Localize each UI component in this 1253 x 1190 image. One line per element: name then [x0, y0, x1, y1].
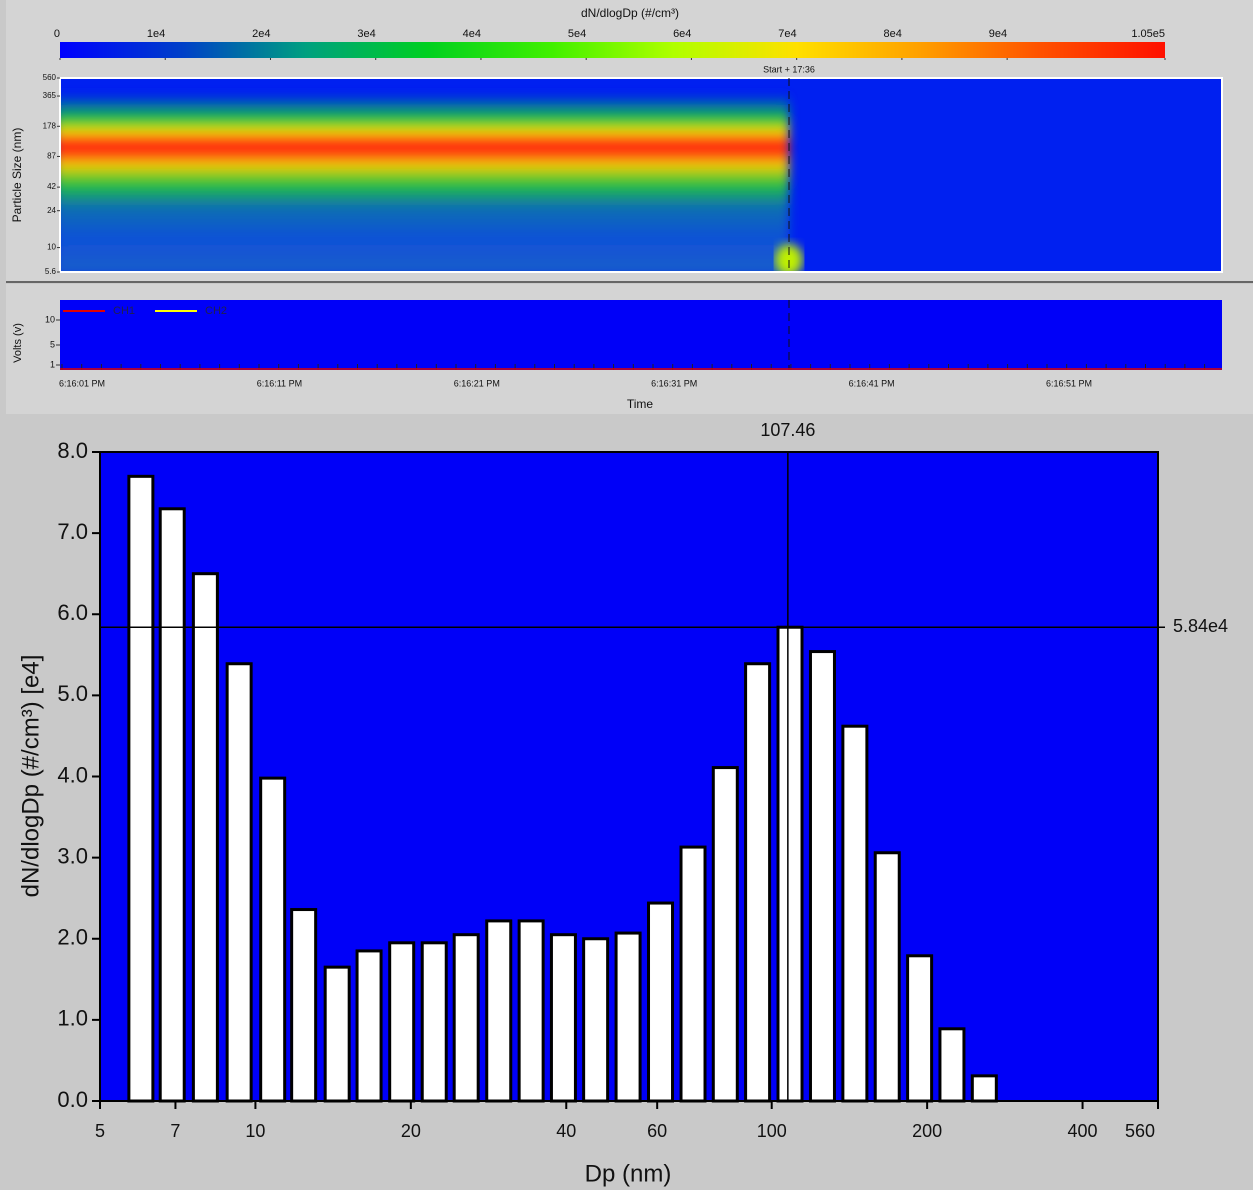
- y-axis-title: Volts (v): [12, 323, 24, 363]
- y-tick-label: 1: [50, 359, 55, 369]
- y-axis-title: dN/dlogDp (#/cm³) [e4]: [17, 655, 44, 898]
- cursor-y-label: 5.84e4: [1173, 616, 1228, 636]
- heatmap-frame: [59, 77, 1223, 273]
- y-tick-label: 10: [45, 314, 55, 324]
- bar: [517, 919, 545, 1103]
- bar: [679, 845, 707, 1103]
- heatmap-blob: [775, 244, 803, 272]
- bar: [808, 650, 836, 1103]
- bars: [127, 474, 998, 1103]
- y-tick-label: 1.0: [57, 1006, 88, 1031]
- colorbar-tick-label: 7e4: [778, 28, 796, 40]
- colorbar-tick-label: 1.05e5: [1131, 28, 1165, 40]
- bar: [906, 954, 934, 1103]
- x-tick-label: 6:16:31 PM: [651, 378, 697, 388]
- bar: [127, 474, 155, 1103]
- y-tick-label: 6.0: [57, 600, 88, 625]
- heatmap-band: [60, 95, 789, 272]
- bar: [191, 572, 219, 1103]
- y-tick-label: 87: [47, 152, 56, 161]
- bar: [388, 941, 416, 1103]
- heatmap: [60, 78, 1222, 272]
- y-tick-label: 560: [43, 73, 57, 82]
- bar: [711, 766, 739, 1103]
- bar: [485, 919, 513, 1103]
- bar: [549, 933, 577, 1103]
- bar: [582, 937, 610, 1103]
- x-tick-label: 40: [556, 1121, 576, 1141]
- bar: [647, 901, 675, 1103]
- colorbar-tick-label: 2e4: [252, 28, 270, 40]
- colorbar-tick-label: 1e4: [147, 28, 165, 40]
- bar: [452, 933, 480, 1103]
- y-tick-label: 2.0: [57, 925, 88, 950]
- cursor-x-label: 107.46: [760, 420, 815, 440]
- x-tick-label: 60: [647, 1121, 667, 1141]
- x-tick-label: 100: [757, 1121, 787, 1141]
- bar: [776, 625, 804, 1103]
- colorbar-tick-label: 8e4: [884, 28, 902, 40]
- y-tick-label: 178: [43, 121, 57, 130]
- bar: [420, 941, 448, 1103]
- bar: [225, 662, 253, 1103]
- y-tick-label: 5.0: [57, 681, 88, 706]
- annotation: Start + 17:36: [763, 64, 815, 74]
- y-tick-label: 4.0: [57, 762, 88, 787]
- colorbar-tick-label: 9e4: [989, 28, 1007, 40]
- x-tick-label: 6:16:41 PM: [849, 378, 895, 388]
- x-tick-label: 6:16:51 PM: [1046, 378, 1092, 388]
- colorbar-tick-label: 4e4: [463, 28, 481, 40]
- x-axis-title: Time: [627, 397, 654, 411]
- colorbar-tick-label: 6e4: [673, 28, 691, 40]
- x-tick-label: 7: [170, 1121, 180, 1141]
- bar: [355, 949, 383, 1103]
- y-axis-title: Particle Size (nm): [10, 128, 24, 223]
- bar: [259, 776, 287, 1103]
- y-tick-label: 3.0: [57, 843, 88, 868]
- volts-plot: [60, 300, 1222, 370]
- y-tick-label: 0.0: [57, 1087, 88, 1112]
- y-tick-label: 7.0: [57, 519, 88, 544]
- bar: [614, 931, 642, 1103]
- bar: [970, 1074, 998, 1103]
- legend-label: CH1: [113, 305, 135, 317]
- x-axis-title: Dp (nm): [585, 1160, 672, 1187]
- bar: [323, 965, 351, 1103]
- y-tick-label: 10: [47, 243, 56, 252]
- colorbar-title: dN/dlogDp (#/cm³): [581, 6, 679, 20]
- y-tick-label: 5.6: [45, 267, 57, 276]
- x-tick-label: 6:16:21 PM: [454, 378, 500, 388]
- x-tick-label: 6:16:11 PM: [257, 378, 302, 388]
- colorbar-tick-label: 3e4: [357, 28, 375, 40]
- bar: [873, 851, 901, 1103]
- bar: [290, 908, 318, 1103]
- bar: [158, 507, 186, 1103]
- x-tick-label: 200: [912, 1121, 942, 1141]
- y-tick-label: 24: [47, 206, 56, 215]
- colorbar-tick-label: 0: [54, 28, 60, 40]
- x-tick-label: 10: [245, 1121, 265, 1141]
- x-tick-label: 20: [401, 1121, 421, 1141]
- colorbar: [60, 42, 1165, 58]
- y-tick-label: 42: [47, 182, 56, 191]
- x-tick-label: 5: [95, 1121, 105, 1141]
- y-tick-label: 8.0: [57, 438, 88, 463]
- x-tick-label: 6:16:01 PM: [59, 378, 105, 388]
- y-tick-label: 365: [43, 91, 57, 100]
- bar: [841, 724, 869, 1103]
- legend-label: CH2: [205, 305, 227, 317]
- colorbar-tick-label: 5e4: [568, 28, 586, 40]
- x-tick-label: 560: [1125, 1121, 1155, 1141]
- bar: [744, 662, 772, 1103]
- x-tick-label: 400: [1068, 1121, 1098, 1141]
- bar: [938, 1027, 966, 1103]
- y-tick-label: 5: [50, 339, 55, 349]
